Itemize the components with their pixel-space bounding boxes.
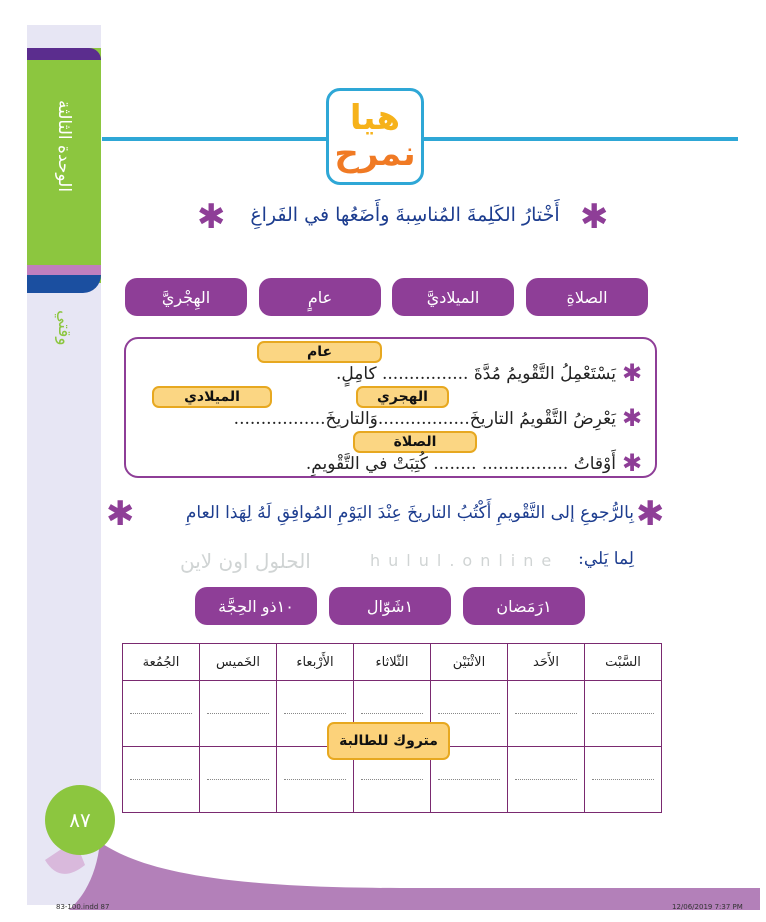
days-table: السَّبْت الأَحَد الاثْنَيْن الثّلاثاء ال… bbox=[122, 643, 662, 813]
page-number: ٨٧ bbox=[45, 785, 115, 855]
date-card[interactable]: ١٠ذو الحِجَّة bbox=[195, 587, 317, 625]
date-cell[interactable] bbox=[507, 746, 585, 813]
date-cell[interactable] bbox=[122, 746, 200, 813]
flower-bullet-icon: ✱ bbox=[580, 197, 609, 237]
answer-box[interactable]: الهجري bbox=[356, 386, 449, 408]
sentences-box bbox=[124, 337, 657, 478]
band-decoration bbox=[27, 265, 101, 275]
sentence: يَعْرِضُ التَّقْويمُ التاريخَ...........… bbox=[233, 409, 616, 429]
flower-bullet-icon: ✱ bbox=[636, 494, 665, 534]
answer-box[interactable]: الميلادي bbox=[152, 386, 272, 408]
date-cell[interactable] bbox=[199, 746, 277, 813]
answer-box[interactable]: عام bbox=[257, 341, 382, 363]
date-card[interactable]: ١شَوّال bbox=[329, 587, 451, 625]
date-cell[interactable] bbox=[507, 680, 585, 747]
print-date: 12/06/2019 7:37 PM bbox=[672, 903, 743, 911]
day-header: السَّبْت bbox=[584, 643, 662, 681]
day-header: الاثْنَيْن bbox=[430, 643, 508, 681]
flower-bullet-icon: ✱ bbox=[197, 197, 226, 237]
day-header: الثّلاثاء bbox=[353, 643, 431, 681]
date-cell[interactable] bbox=[122, 680, 200, 747]
print-file-info: 83-100.indd 87 bbox=[56, 903, 110, 911]
flower-bullet-icon: ✱ bbox=[622, 449, 643, 477]
exercise1-instruction: أَخْتارُ الكَلِمةَ المُناسِبةَ وأَضَعُها… bbox=[250, 204, 560, 226]
band-decoration bbox=[27, 275, 101, 293]
bottom-wave bbox=[45, 840, 760, 910]
date-cell[interactable] bbox=[199, 680, 277, 747]
word-card[interactable]: الهِجْريَّ bbox=[125, 278, 247, 316]
date-cell[interactable] bbox=[584, 746, 662, 813]
day-header: الأَرْبعاء bbox=[276, 643, 354, 681]
date-card[interactable]: ١رَمَضان bbox=[463, 587, 585, 625]
word-card[interactable]: الميلاديَّ bbox=[392, 278, 514, 316]
exercise2-instruction-cont: لِما يَلي: bbox=[578, 549, 634, 569]
day-header: الجُمُعة bbox=[122, 643, 200, 681]
flower-bullet-icon: ✱ bbox=[106, 494, 135, 534]
sentence: أَوْقاتُ ................ ........ كُتِب… bbox=[305, 454, 616, 474]
lets-play-logo: هيا نمرح bbox=[326, 88, 424, 185]
unit-band bbox=[27, 48, 101, 283]
band-decoration bbox=[27, 48, 101, 60]
exercise2-instruction: بِالرُّجوعِ إلى التَّقْويمِ أَكْتُبُ الت… bbox=[185, 503, 634, 523]
sentence: يَسْتَعْمِلُ التَّقْويمُ مُدَّةَ .......… bbox=[335, 364, 616, 384]
day-header: الخَميس bbox=[199, 643, 277, 681]
left-for-student-note: متروك للطالبة bbox=[327, 722, 450, 760]
day-header: الأَحَد bbox=[507, 643, 585, 681]
unit-topic: وقتي bbox=[54, 310, 74, 346]
date-cell[interactable] bbox=[584, 680, 662, 747]
unit-title: الوحدة الثالثة bbox=[54, 100, 74, 193]
word-card[interactable]: الصلاةِ bbox=[526, 278, 648, 316]
watermark: الحلول اون لاين bbox=[180, 549, 311, 573]
flower-bullet-icon: ✱ bbox=[622, 404, 643, 432]
flower-bullet-icon: ✱ bbox=[622, 359, 643, 387]
word-card[interactable]: عامٍ bbox=[259, 278, 381, 316]
answer-box[interactable]: الصلاة bbox=[353, 431, 477, 453]
watermark: hulul.online bbox=[370, 551, 560, 570]
